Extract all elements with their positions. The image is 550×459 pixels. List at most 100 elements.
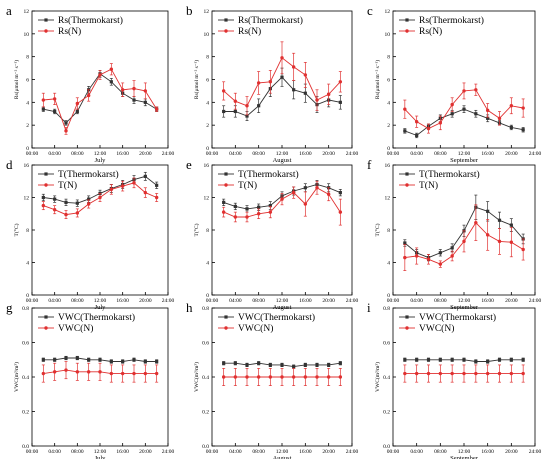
x-tick-label: 24:00 (529, 449, 542, 455)
y-tick-label: 4 (387, 261, 390, 267)
series-thermokarst (222, 361, 342, 368)
data-point (53, 110, 56, 113)
y-tick-label: 10 (24, 32, 30, 38)
y-tick-label: 0.8 (22, 306, 29, 312)
data-point (144, 101, 147, 104)
x-tick-label: 16:00 (299, 298, 312, 304)
x-tick-label: 08:00 (252, 151, 265, 157)
x-tick-label: 24:00 (529, 151, 542, 157)
data-point (292, 365, 295, 368)
y-axis-label: Rs(μmol m⁻² s⁻¹) (193, 60, 200, 99)
x-tick-label: 24:00 (162, 449, 175, 455)
x-tick-label: 00:00 (26, 449, 39, 455)
x-axis-label: July (95, 157, 107, 164)
data-point (510, 372, 513, 375)
legend-entry: Rs(Thermokarst) (419, 15, 484, 26)
data-point (427, 127, 430, 130)
data-point (403, 256, 406, 259)
legend: Rs(Thermokarst)Rs(N) (399, 15, 484, 37)
data-point (521, 106, 524, 109)
data-point (53, 358, 56, 361)
plot-frame (32, 165, 168, 295)
data-point (42, 358, 45, 361)
data-point (451, 246, 454, 249)
data-point (144, 372, 147, 375)
x-tick-label: 24:00 (346, 298, 359, 304)
panel-f: f048121600:0004:0008:0012:0016:0020:0024… (367, 157, 542, 311)
x-tick-label: 20:00 (139, 151, 152, 157)
data-point (427, 358, 430, 361)
data-point (87, 202, 90, 205)
legend-entry: T(Thermokarst) (58, 169, 119, 180)
legend-entry: VWC(N) (419, 323, 454, 334)
legend-entry: Rs(Thermokarst) (238, 15, 303, 26)
data-point (87, 358, 90, 361)
y-tick-label: 0.4 (22, 375, 29, 381)
x-tick-label: 24:00 (162, 298, 175, 304)
data-point (64, 129, 67, 132)
series-n (42, 361, 159, 382)
data-point (415, 254, 418, 257)
data-point (42, 204, 45, 207)
x-tick-label: 16:00 (299, 449, 312, 455)
x-tick-label: 08:00 (434, 298, 447, 304)
data-point (269, 210, 272, 213)
x-tick-label: 08:00 (252, 298, 265, 304)
legend-entry: VWC(N) (58, 323, 93, 334)
data-point (257, 206, 260, 209)
x-tick-label: 04:00 (410, 449, 423, 455)
y-tick-label: 12 (204, 196, 210, 202)
legend-entry: Rs(N) (58, 26, 81, 37)
x-tick-label: 04:00 (410, 151, 423, 157)
x-tick-label: 24:00 (162, 151, 175, 157)
data-point (155, 196, 158, 199)
data-point (304, 186, 307, 189)
y-tick-label: 0.4 (383, 375, 390, 381)
series-n (42, 64, 159, 135)
y-tick-label: 2 (206, 123, 209, 129)
x-axis-label: July (95, 304, 107, 311)
x-axis-label: September (450, 304, 479, 311)
data-point (462, 372, 465, 375)
data-point (304, 375, 307, 378)
legend-swatch-marker (405, 172, 408, 175)
y-tick-label: 0.6 (383, 341, 390, 347)
panel-label: i (367, 300, 371, 315)
plot-frame (212, 165, 352, 295)
y-axis-label: T(°C) (13, 223, 20, 236)
y-tick-label: 6 (387, 78, 390, 84)
panel-label: b (186, 3, 193, 18)
x-tick-label: 08:00 (71, 449, 84, 455)
y-tick-label: 4 (26, 100, 29, 106)
series-line (405, 109, 523, 135)
legend: VWC(Thermokarst)VWC(N) (399, 312, 496, 334)
x-tick-label: 04:00 (229, 449, 242, 455)
data-point (439, 251, 442, 254)
data-point (415, 134, 418, 137)
legend-swatch-marker (224, 315, 227, 318)
data-point (76, 110, 79, 113)
y-tick-label: 16 (24, 163, 30, 169)
data-point (53, 97, 56, 100)
data-point (64, 368, 67, 371)
data-point (269, 363, 272, 366)
data-point (222, 201, 225, 204)
data-point (110, 360, 113, 363)
x-axis-label: July (95, 455, 107, 459)
data-point (257, 104, 260, 107)
y-tick-label: 8 (26, 55, 29, 61)
data-point (339, 362, 342, 365)
x-tick-label: 00:00 (206, 449, 219, 455)
data-point (439, 262, 442, 265)
y-axis-label: VWC(m³/m³) (374, 362, 381, 392)
x-tick-label: 20:00 (505, 298, 518, 304)
data-point (521, 248, 524, 251)
data-point (327, 363, 330, 366)
data-point (42, 196, 45, 199)
legend-swatch-marker (224, 172, 227, 175)
series-thermokarst (42, 356, 159, 363)
y-tick-label: 12 (204, 9, 210, 15)
legend-swatch-marker (224, 18, 227, 21)
x-tick-label: 20:00 (322, 298, 335, 304)
data-point (76, 370, 79, 373)
